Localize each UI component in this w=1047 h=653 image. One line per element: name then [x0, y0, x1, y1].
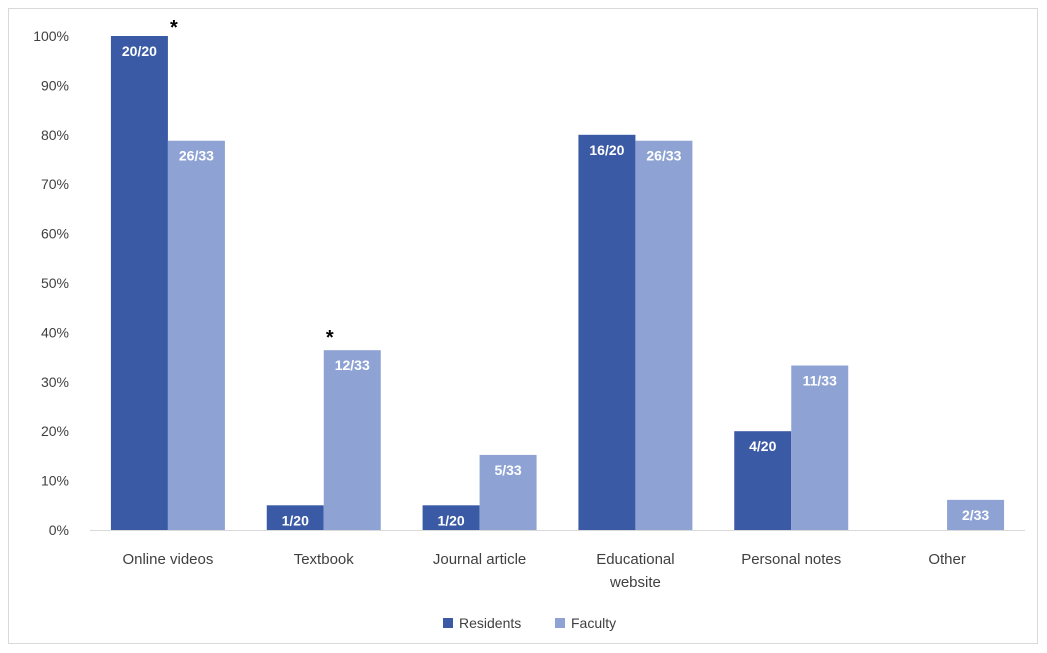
- legend: Residents Faculty: [443, 615, 616, 631]
- data-label: 1/20: [282, 512, 309, 528]
- y-tick-label: 80%: [41, 127, 69, 143]
- data-label: 16/20: [589, 142, 624, 158]
- y-tick-label: 10%: [41, 473, 69, 489]
- bar-residents-1: [266, 505, 324, 530]
- category-label: Personal notes: [741, 551, 841, 568]
- category-label: Other: [928, 551, 966, 568]
- x-axis: Online videos Textbook Journal article Educ…: [122, 551, 965, 591]
- bar-faculty-2: [479, 454, 537, 530]
- significance-asterisk: *: [170, 17, 178, 39]
- y-tick-label: 0%: [49, 522, 69, 538]
- bar-residents-4: [734, 431, 792, 530]
- legend-label-residents: Residents: [459, 615, 521, 631]
- bar-faculty-4: [791, 365, 849, 530]
- category-label: website: [609, 574, 661, 591]
- bar-residents-3: [578, 134, 636, 531]
- data-label: 12/33: [335, 357, 370, 373]
- data-label: 11/33: [803, 372, 837, 388]
- legend-swatch-residents: [443, 618, 453, 628]
- y-axis: 0% 10% 20% 30% 40% 50% 60% 70% 80% 90% 100%: [33, 28, 69, 538]
- bar-residents-2: [422, 505, 480, 530]
- category-label: Journal article: [433, 551, 526, 568]
- data-label: 2/33: [962, 507, 989, 523]
- bar-faculty-1: [323, 350, 381, 530]
- bars: 20/20 26/33 1/20 12/33 1/20 5/33 16/20 26/33 4/2…: [110, 17, 1005, 531]
- data-label: 26/33: [179, 148, 214, 164]
- y-tick-label: 100%: [33, 28, 69, 44]
- bar-faculty-3: [635, 140, 693, 530]
- bar-faculty-0: [167, 140, 225, 530]
- category-label: Textbook: [294, 551, 355, 568]
- data-label: 1/20: [437, 512, 464, 528]
- y-tick-label: 70%: [41, 176, 69, 192]
- data-label: 26/33: [646, 148, 681, 164]
- category-label: Educational: [596, 551, 674, 568]
- y-tick-label: 20%: [41, 423, 69, 439]
- legend-swatch-faculty: [555, 618, 565, 628]
- bar-residents-0: [110, 36, 168, 530]
- y-tick-label: 50%: [41, 275, 69, 291]
- data-label: 20/20: [122, 43, 157, 59]
- legend-label-faculty: Faculty: [571, 615, 616, 631]
- data-label: 5/33: [494, 462, 521, 478]
- category-label: Online videos: [122, 551, 213, 568]
- y-tick-label: 60%: [41, 226, 69, 242]
- data-label: 4/20: [749, 438, 776, 454]
- y-tick-label: 30%: [41, 374, 69, 390]
- y-tick-label: 90%: [41, 77, 69, 93]
- significance-asterisk: *: [326, 327, 334, 349]
- y-tick-label: 40%: [41, 324, 69, 340]
- bar-faculty-5: [947, 499, 1005, 530]
